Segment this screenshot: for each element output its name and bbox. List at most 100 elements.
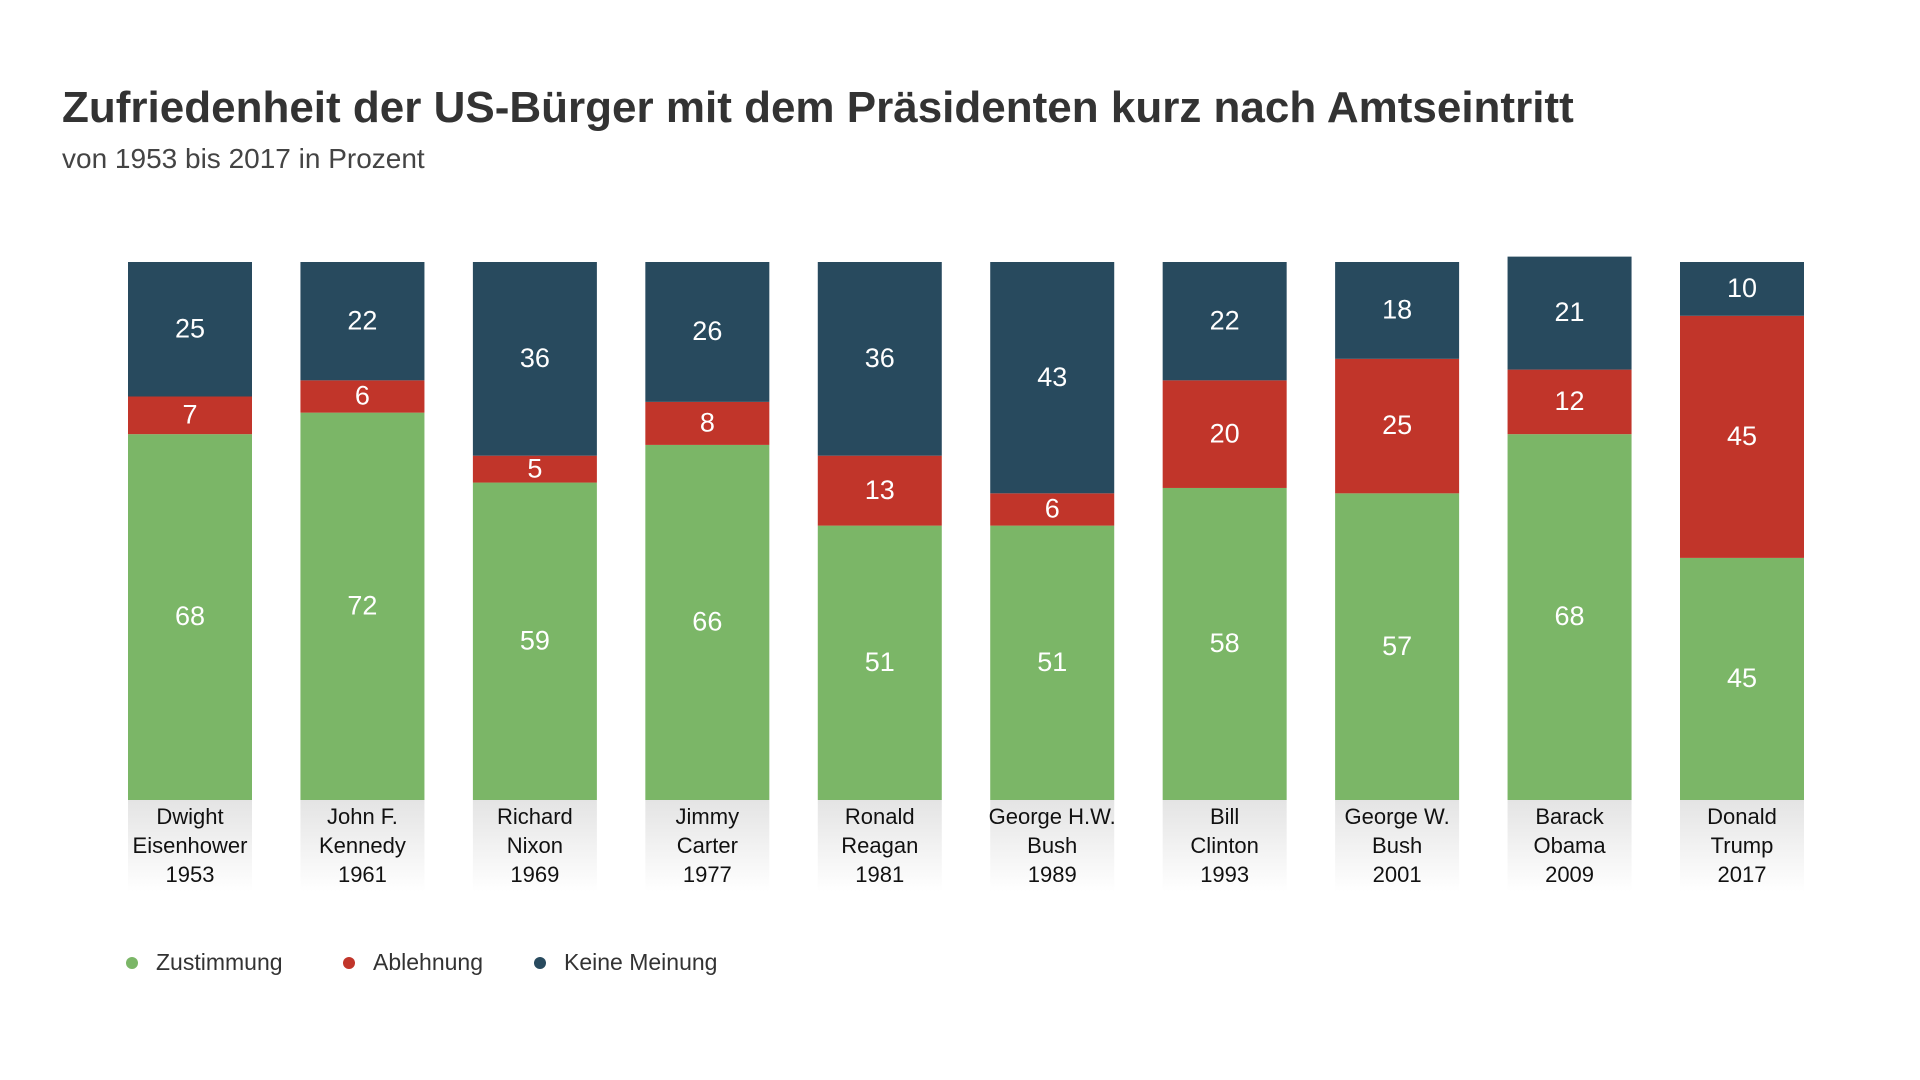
- value-label: 18: [1382, 295, 1412, 325]
- label-background: [817, 800, 942, 892]
- x-tick-label: 2001: [1373, 862, 1422, 887]
- value-label: 25: [1382, 410, 1412, 440]
- value-label: 8: [700, 408, 715, 438]
- bar-segment: [817, 455, 942, 526]
- value-label: 45: [1727, 663, 1757, 693]
- bar-segment: [128, 262, 252, 397]
- x-tick-label: Carter: [677, 833, 738, 858]
- bar-segment: [1335, 493, 1460, 800]
- bar-segment: [817, 262, 942, 456]
- value-label: 58: [1210, 628, 1240, 658]
- bar-segment: [300, 380, 425, 413]
- x-tick-label: Nixon: [507, 833, 563, 858]
- label-background: [128, 800, 252, 892]
- legend-label: Ablehnung: [373, 949, 483, 975]
- bar-segment: [817, 525, 942, 800]
- legend-label: Keine Meinung: [564, 949, 717, 975]
- bar-segment: [472, 482, 597, 800]
- x-tick-label: 1981: [855, 862, 904, 887]
- x-tick-label: Ronald: [845, 804, 915, 829]
- value-label: 22: [1210, 305, 1240, 335]
- bar-segment: [300, 412, 425, 800]
- value-label: 43: [1037, 362, 1067, 392]
- bar-segment: [128, 396, 252, 435]
- bar-segment: [990, 493, 1115, 526]
- label-background: [1335, 800, 1460, 892]
- x-tick-label: 1993: [1200, 862, 1249, 887]
- value-label: 36: [865, 343, 895, 373]
- legend-marker: [126, 957, 138, 969]
- value-label: 20: [1210, 418, 1240, 448]
- x-tick-label: 1977: [683, 862, 732, 887]
- bar-segment: [645, 401, 770, 445]
- x-tick-label: Trump: [1711, 833, 1774, 858]
- value-label: 22: [347, 305, 377, 335]
- bar-segment: [1680, 315, 1804, 558]
- x-tick-label: Dwight: [156, 804, 223, 829]
- x-tick-label: Reagan: [841, 833, 918, 858]
- value-label: 21: [1555, 297, 1585, 327]
- bar-segment: [1507, 434, 1632, 800]
- x-tick-label: Clinton: [1190, 833, 1258, 858]
- value-label: 5: [527, 453, 542, 483]
- x-tick-label: John F.: [327, 804, 398, 829]
- label-background: [990, 800, 1115, 892]
- bar-segment: [1507, 369, 1632, 435]
- value-label: 66: [692, 607, 722, 637]
- value-label: 25: [175, 313, 205, 343]
- bar-segment: [1162, 487, 1287, 800]
- value-label: 6: [355, 381, 370, 411]
- x-tick-label: Richard: [497, 804, 573, 829]
- bar-segment: [645, 262, 770, 402]
- bar-segment: [1680, 557, 1804, 800]
- value-label: 59: [520, 625, 550, 655]
- label-background: [472, 800, 597, 892]
- label-background: [300, 800, 425, 892]
- x-tick-label: Bush: [1372, 833, 1422, 858]
- x-tick-label: Obama: [1533, 833, 1606, 858]
- bar-segment: [1162, 262, 1287, 381]
- bar-segment: [645, 444, 770, 800]
- bar-segment: [1162, 380, 1287, 488]
- chart-title: Zufriedenheit der US-Bürger mit dem Präs…: [62, 83, 1574, 132]
- value-label: 13: [865, 475, 895, 505]
- value-label: 36: [520, 343, 550, 373]
- value-label: 51: [1037, 647, 1067, 677]
- x-tick-label: 1961: [338, 862, 387, 887]
- x-tick-label: Kennedy: [319, 833, 406, 858]
- bar-segment: [128, 434, 252, 800]
- legend-marker: [343, 957, 355, 969]
- value-label: 72: [347, 590, 377, 620]
- x-tick-label: 2017: [1718, 862, 1767, 887]
- value-label: 51: [865, 647, 895, 677]
- x-tick-label: 1969: [510, 862, 559, 887]
- bar-segment: [990, 525, 1115, 800]
- value-label: 68: [175, 601, 205, 631]
- bar-segment: [300, 262, 425, 381]
- value-label: 68: [1555, 601, 1585, 631]
- value-label: 12: [1555, 386, 1585, 416]
- label-background: [645, 800, 770, 892]
- x-tick-label: Eisenhower: [133, 833, 248, 858]
- x-tick-label: George H.W.: [989, 804, 1116, 829]
- bar-segment: [472, 455, 597, 483]
- legend-marker: [534, 957, 546, 969]
- bar-segment: [1680, 262, 1804, 316]
- x-tick-label: Bush: [1027, 833, 1077, 858]
- x-tick-label: Bill: [1210, 804, 1239, 829]
- x-tick-label: Jimmy: [676, 804, 740, 829]
- legend-label: Zustimmung: [156, 949, 283, 975]
- value-label: 57: [1382, 631, 1412, 661]
- x-tick-label: Barack: [1535, 804, 1604, 829]
- value-label: 7: [182, 399, 197, 429]
- bar-segment: [1507, 256, 1632, 370]
- bar-segment: [1335, 262, 1460, 359]
- value-label: 6: [1045, 494, 1060, 524]
- label-background: [1162, 800, 1287, 892]
- label-background: [1507, 800, 1632, 892]
- bar-segment: [990, 262, 1115, 494]
- x-tick-label: Donald: [1707, 804, 1777, 829]
- bar-segment: [1335, 358, 1460, 494]
- x-tick-label: George W.: [1345, 804, 1450, 829]
